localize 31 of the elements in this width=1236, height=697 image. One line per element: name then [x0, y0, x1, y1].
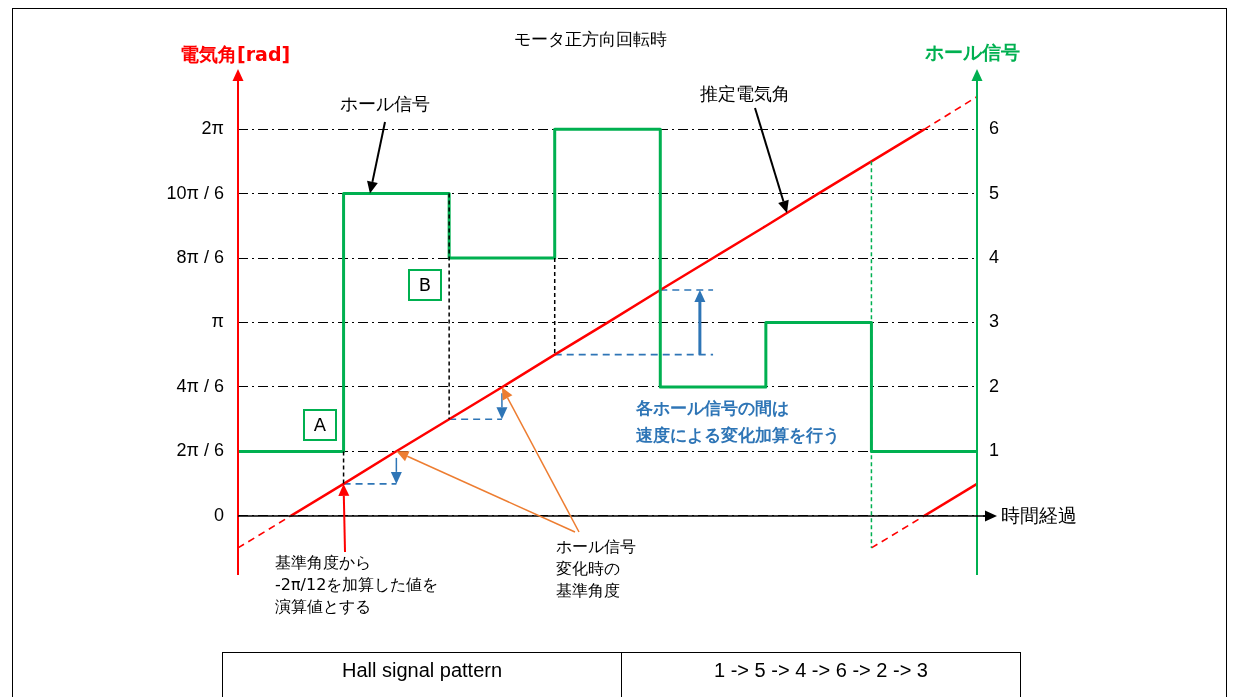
y2-axis-title: ホール信号 — [925, 40, 1020, 65]
y2-tick-label: 5 — [989, 182, 1000, 203]
annotation: B — [408, 269, 442, 301]
annotation: 変化時の — [556, 559, 620, 580]
y2-tick-label: 6 — [989, 118, 1000, 139]
annotation: 基準角度から — [275, 553, 371, 574]
y-tick-label: 4π / 6 — [176, 375, 224, 396]
y2-tick-label: 4 — [989, 247, 1000, 268]
text: 演算値とする — [275, 597, 371, 618]
y-axis-title: 電気角[rad] — [180, 42, 291, 67]
text: 基準角度 — [556, 581, 620, 602]
annotation: ホール信号 — [556, 537, 636, 558]
y2-tick-label: 1 — [989, 440, 1000, 461]
y2-tick-label: 3 — [989, 311, 1000, 332]
text: Hall signal pattern — [222, 652, 622, 697]
y-tick-label: 0 — [213, 504, 224, 525]
annotation: A — [303, 409, 337, 441]
y-tick-label: 8π / 6 — [176, 247, 224, 268]
annotation: 速度による変化加算を行う — [636, 424, 840, 447]
y-tick-label: π — [211, 311, 224, 332]
chart-title: モータ正方向回転時 — [513, 29, 667, 49]
y-tick-label: 10π / 6 — [166, 182, 224, 203]
text: 1 -> 5 -> 4 -> 6 -> 2 -> 3 — [621, 652, 1021, 697]
y-tick-label: 2π — [201, 118, 224, 139]
y-tick-label: 2π / 6 — [176, 440, 224, 461]
annotation: 各ホール信号の間は — [636, 397, 789, 420]
y2-tick-label: 2 — [989, 375, 1000, 396]
annotation: 推定電気角 — [700, 82, 790, 106]
x-axis-title: 時間経過 — [1001, 502, 1077, 528]
annotation: ホール信号 — [340, 92, 430, 116]
text: -2π/12を加算した値を — [275, 575, 439, 596]
